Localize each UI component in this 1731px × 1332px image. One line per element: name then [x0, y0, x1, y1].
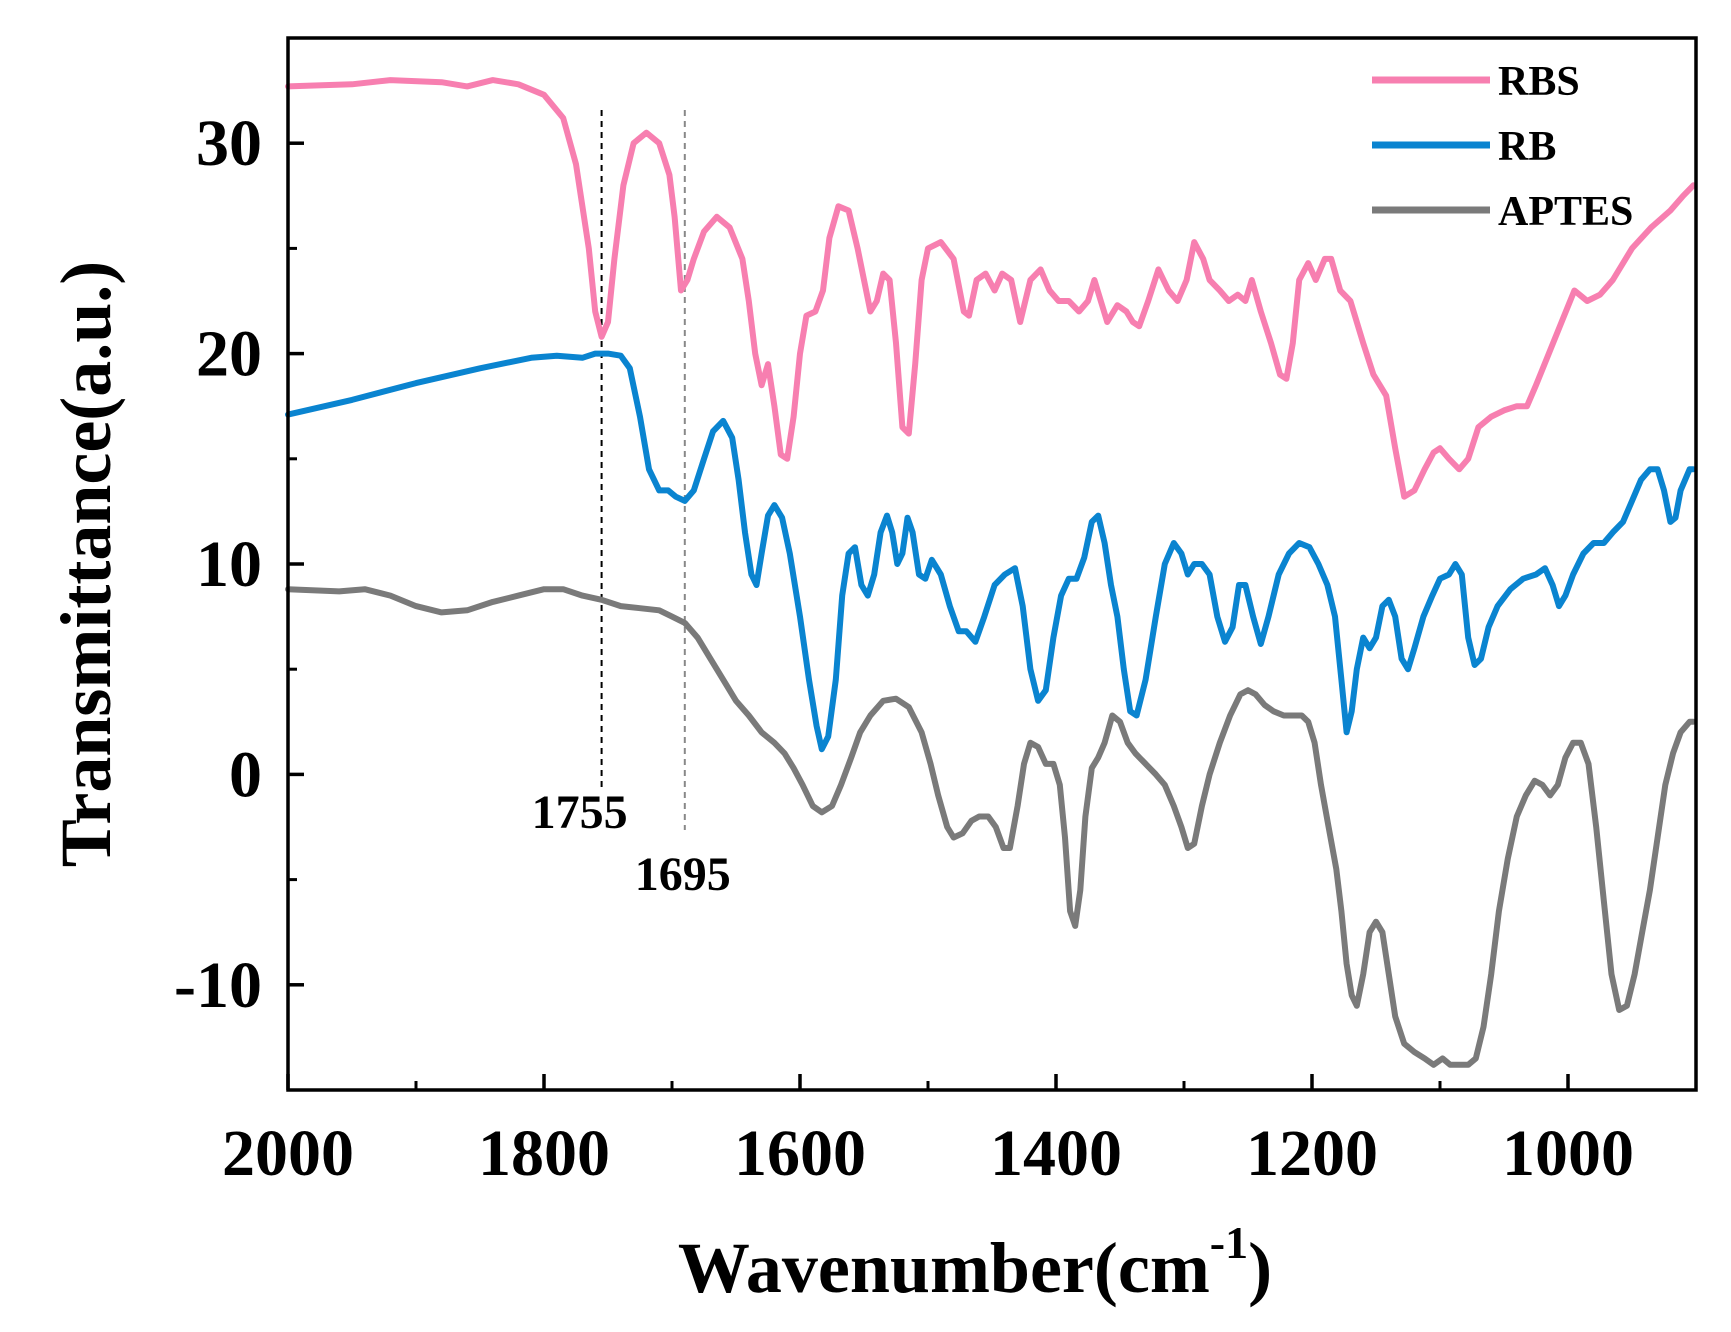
y-tick-label-0: 0	[229, 738, 262, 811]
x-tick-label-1200: 1200	[1246, 1117, 1378, 1190]
x-axis-title-sup: -1	[1210, 1217, 1248, 1268]
y-tick-label--10: -10	[174, 949, 262, 1022]
x-axis-title-main: Wavenumber(cm	[678, 1228, 1210, 1308]
legend-label-rb: RB	[1498, 124, 1556, 170]
x-tick-label-1400: 1400	[990, 1117, 1122, 1190]
y-axis-ticks: -10 0 10 20 30	[174, 36, 304, 1092]
plot-frame	[286, 36, 1698, 1092]
y-tick-label-20: 20	[196, 318, 262, 391]
legend-label-aptes: APTES	[1498, 189, 1633, 235]
x-axis-title-close: )	[1248, 1228, 1272, 1308]
x-tick-label-1000: 1000	[1502, 1117, 1634, 1190]
series-line-aptes	[285, 586, 1697, 1068]
annotation-label-1695: 1695	[635, 848, 731, 901]
x-tick-label-1800: 1800	[478, 1117, 610, 1190]
annotation-label-1755: 1755	[532, 786, 628, 839]
legend-label-rbs: RBS	[1498, 59, 1580, 105]
series-line-rb	[285, 350, 1697, 753]
legend: RBS RB APTES	[1372, 59, 1633, 235]
x-axis-title: Wavenumber(cm-1)	[678, 1217, 1272, 1308]
y-tick-label-10: 10	[196, 528, 262, 601]
x-tick-label-1600: 1600	[734, 1117, 866, 1190]
x-axis-ticks: 2000 1800 1600 1400 1200 1000	[222, 1074, 1634, 1190]
series-lines	[285, 77, 1697, 1068]
y-axis-title: Transmittance(a.u.)	[46, 261, 126, 868]
y-tick-label-30: 30	[196, 107, 262, 180]
series-line-rbs	[285, 77, 1697, 500]
x-tick-label-2000: 2000	[222, 1117, 354, 1190]
